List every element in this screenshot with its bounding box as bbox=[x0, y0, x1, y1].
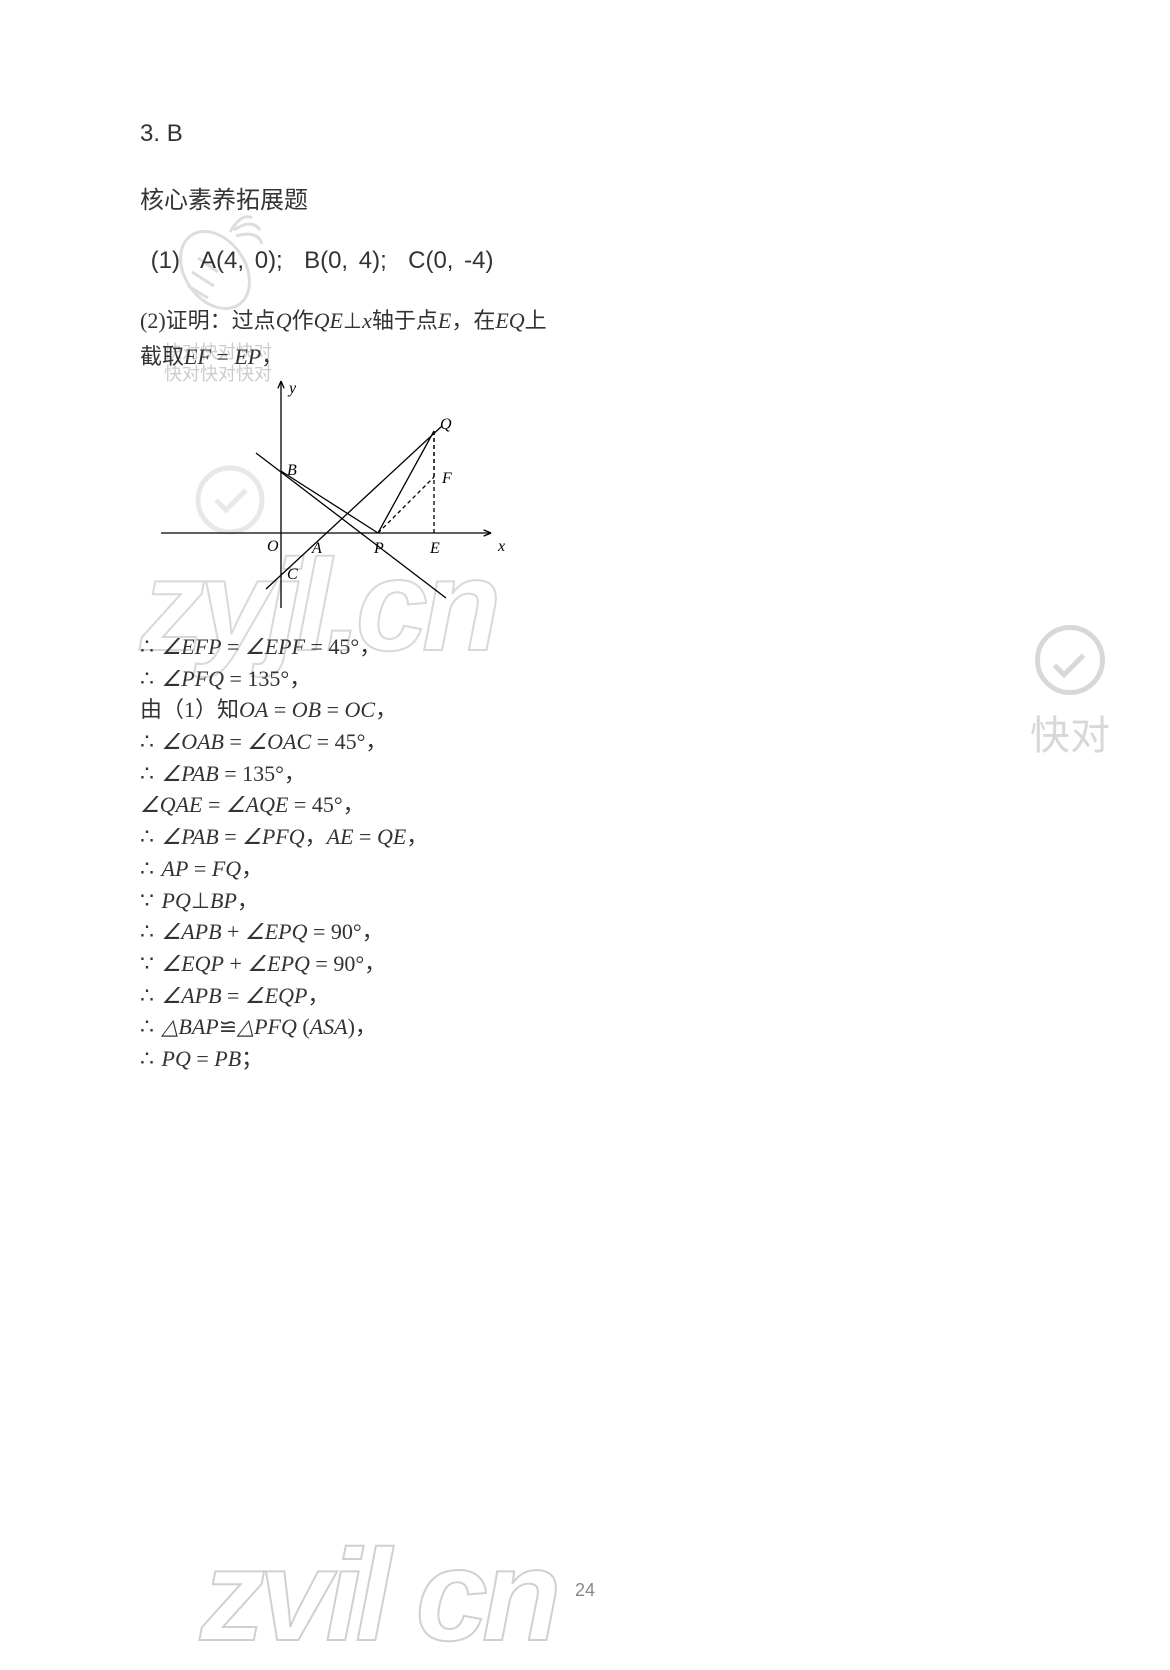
svg-text:x: x bbox=[497, 538, 505, 555]
txt-c: 轴于点 bbox=[372, 308, 438, 333]
proof-l4: ∠OAB = ∠OAC = 45°， bbox=[140, 727, 790, 757]
part1-answer: (1) A(4, 0); B(0, 4); C(0, -4) bbox=[140, 247, 790, 275]
proof-l3: 由（1）知OA = OB = OC， bbox=[140, 695, 790, 725]
proof-l14: PQ = PB； bbox=[140, 1044, 790, 1074]
proof-l11: ∠EQP + ∠EPQ = 90°， bbox=[140, 949, 790, 979]
svg-text:Q: Q bbox=[440, 416, 452, 433]
txt-on: 上 bbox=[525, 308, 547, 333]
page-number: 24 bbox=[575, 1580, 595, 1601]
side-watermark: 快对 bbox=[1030, 625, 1110, 761]
clock-icon bbox=[1035, 625, 1105, 695]
math-e: E bbox=[438, 308, 451, 333]
proof-word: 证明： bbox=[166, 308, 232, 333]
proof-l10: ∠APB + ∠EPQ = 90°， bbox=[140, 917, 790, 947]
math-eq: EQ bbox=[495, 308, 524, 333]
txt-b: 作 bbox=[292, 308, 314, 333]
side-watermark-text: 快对 bbox=[1030, 703, 1110, 761]
proof-l6: ∠QAE = ∠AQE = 45°， bbox=[140, 790, 790, 820]
proof-l1: ∠EFP = ∠EPF = 45°， bbox=[140, 632, 790, 662]
eq1: = bbox=[211, 344, 234, 369]
txt-d: ，在 bbox=[451, 308, 495, 333]
q3-number: 3. bbox=[140, 120, 160, 147]
section-heading: 核心素养拓展题 bbox=[140, 180, 790, 215]
proof-l13: △BAP≌△PFQ (ASA)， bbox=[140, 1012, 790, 1042]
svg-text:E: E bbox=[429, 540, 440, 557]
math-qe: QE bbox=[314, 308, 343, 333]
svg-text:A: A bbox=[311, 540, 322, 557]
svg-text:P: P bbox=[373, 540, 384, 557]
l3-end: ， bbox=[375, 697, 397, 722]
part2-label: (2) bbox=[140, 308, 166, 333]
txt-a: 过点 bbox=[232, 308, 276, 333]
txt-jq: 截取 bbox=[140, 344, 184, 369]
svg-text:y: y bbox=[287, 380, 297, 397]
proof-l7: ∠PAB = ∠PFQ，AE = QE， bbox=[140, 822, 790, 852]
proof-l9: PQ⊥BP， bbox=[140, 886, 790, 916]
proof-l2: ∠PFQ = 135°， bbox=[140, 664, 790, 694]
question-3-answer: 3. B bbox=[140, 120, 790, 148]
bottom-watermark: zvil cn bbox=[200, 1520, 555, 1670]
svg-text:B: B bbox=[287, 462, 297, 479]
math-q: Q bbox=[276, 308, 292, 333]
svg-text:O: O bbox=[267, 538, 279, 555]
geometry-diagram: O A B C P E Q Fx y bbox=[146, 373, 790, 618]
point-a: A(4, 0); bbox=[200, 247, 283, 274]
part2-setup-line1: (2)证明：过点Q作QE⊥x轴于点E，在EQ上 bbox=[140, 303, 790, 335]
comma-end: ， bbox=[261, 344, 283, 369]
svg-text:C: C bbox=[287, 566, 298, 583]
point-c: C(0, -4) bbox=[408, 247, 493, 274]
q3-answer: B bbox=[167, 120, 183, 147]
part1-label: (1) bbox=[151, 247, 180, 274]
proof-l12: ∠APB = ∠EQP， bbox=[140, 981, 790, 1011]
math-ef: EF bbox=[184, 344, 211, 369]
math-ep: EP bbox=[234, 344, 261, 369]
proof-block: ∠EFP = ∠EPF = 45°， ∠PFQ = 135°， 由（1）知OA … bbox=[140, 632, 790, 1074]
l3-pre: 由（1）知 bbox=[140, 697, 239, 722]
part2-setup-line2: 截取EF = EP， bbox=[140, 339, 790, 371]
math-x: x bbox=[362, 308, 372, 333]
proof-l5: ∠PAB = 135°， bbox=[140, 759, 790, 789]
svg-text:F: F bbox=[441, 470, 452, 487]
point-b: B(0, 4); bbox=[304, 247, 387, 274]
proof-l8: AP = FQ， bbox=[140, 854, 790, 884]
